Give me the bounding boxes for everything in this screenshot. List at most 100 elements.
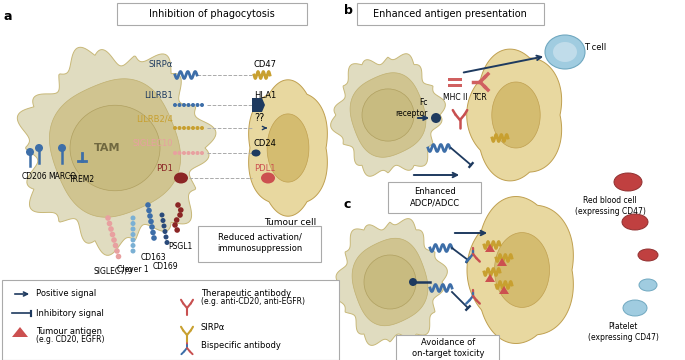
Text: CD24: CD24 (254, 139, 277, 148)
Ellipse shape (639, 279, 657, 291)
Circle shape (200, 103, 204, 107)
FancyBboxPatch shape (397, 334, 499, 360)
Circle shape (131, 216, 136, 220)
Text: TCR: TCR (473, 93, 487, 102)
Circle shape (162, 229, 168, 234)
Circle shape (151, 235, 157, 241)
Circle shape (113, 243, 119, 248)
Circle shape (191, 126, 195, 130)
Polygon shape (267, 114, 309, 182)
Polygon shape (492, 82, 540, 148)
Circle shape (35, 144, 43, 152)
Circle shape (200, 126, 204, 130)
Circle shape (178, 207, 184, 213)
Polygon shape (495, 233, 549, 307)
Text: Inhibition of phagocytosis: Inhibition of phagocytosis (149, 9, 275, 19)
Text: SIGLEC7/9: SIGLEC7/9 (93, 267, 133, 276)
Polygon shape (17, 47, 216, 255)
Text: PDL1: PDL1 (254, 164, 275, 173)
Text: Enhanced
ADCP/ADCC: Enhanced ADCP/ADCC (410, 186, 460, 207)
Text: a: a (4, 10, 12, 23)
Text: ??: ?? (254, 113, 264, 123)
Circle shape (173, 126, 177, 130)
Text: Fc
receptor: Fc receptor (396, 98, 428, 118)
Polygon shape (485, 244, 495, 252)
Circle shape (174, 217, 179, 223)
Text: LILRB2/4: LILRB2/4 (136, 114, 173, 123)
Ellipse shape (623, 300, 647, 316)
Text: Clever 1: Clever 1 (117, 265, 149, 274)
Circle shape (147, 213, 153, 219)
Circle shape (186, 126, 190, 130)
Text: (e.g. CD20, EGFR): (e.g. CD20, EGFR) (36, 336, 105, 345)
FancyBboxPatch shape (357, 3, 544, 25)
Polygon shape (49, 79, 181, 217)
Circle shape (131, 238, 136, 243)
Text: Tumour antigen: Tumour antigen (36, 327, 102, 336)
Circle shape (164, 234, 169, 239)
Text: HLA1: HLA1 (254, 91, 276, 100)
Circle shape (160, 218, 166, 223)
Text: PD1: PD1 (156, 164, 173, 173)
Circle shape (108, 226, 114, 232)
Circle shape (145, 202, 151, 208)
Circle shape (58, 144, 66, 152)
Text: T cell: T cell (584, 42, 606, 51)
Circle shape (191, 151, 195, 155)
Circle shape (186, 151, 190, 155)
Circle shape (131, 232, 136, 237)
FancyBboxPatch shape (388, 181, 482, 212)
Circle shape (175, 202, 181, 208)
Text: TAM: TAM (94, 143, 121, 153)
Text: SIRPα: SIRPα (149, 60, 173, 69)
Text: b: b (344, 4, 353, 17)
Polygon shape (12, 327, 28, 337)
Text: CD169: CD169 (152, 262, 178, 271)
Polygon shape (352, 238, 428, 326)
Circle shape (409, 278, 417, 286)
Circle shape (164, 240, 169, 245)
Text: (e.g. anti-CD20, anti-EGFR): (e.g. anti-CD20, anti-EGFR) (201, 297, 305, 306)
Text: CD47: CD47 (254, 60, 277, 69)
Text: Enhanced antigen presentation: Enhanced antigen presentation (373, 9, 527, 19)
Circle shape (186, 103, 190, 107)
Circle shape (110, 232, 115, 237)
Text: Inhibitory signal: Inhibitory signal (36, 309, 104, 318)
Ellipse shape (174, 172, 188, 184)
Circle shape (182, 126, 186, 130)
Polygon shape (466, 49, 562, 181)
Circle shape (26, 148, 34, 156)
Ellipse shape (70, 105, 160, 191)
Polygon shape (331, 54, 445, 176)
Circle shape (177, 103, 182, 107)
Text: Bispecific antibody: Bispecific antibody (201, 342, 281, 351)
Text: CD163: CD163 (140, 253, 166, 262)
Polygon shape (350, 73, 426, 157)
Circle shape (150, 230, 155, 235)
Ellipse shape (553, 42, 577, 62)
Text: SIGLEC10: SIGLEC10 (132, 139, 173, 148)
Text: c: c (344, 198, 351, 211)
Ellipse shape (545, 35, 585, 69)
Circle shape (162, 224, 166, 229)
Text: MARCO: MARCO (48, 172, 76, 181)
Circle shape (107, 221, 112, 226)
Text: TREM2: TREM2 (69, 175, 95, 184)
Polygon shape (485, 274, 495, 282)
Polygon shape (497, 258, 507, 266)
Circle shape (195, 151, 199, 155)
Circle shape (182, 103, 186, 107)
Polygon shape (249, 80, 327, 216)
Text: MHC II: MHC II (443, 93, 467, 102)
Polygon shape (467, 197, 573, 343)
Ellipse shape (614, 173, 642, 191)
Circle shape (182, 151, 186, 155)
FancyBboxPatch shape (199, 225, 321, 261)
Bar (448, 84, 462, 86)
Ellipse shape (622, 214, 648, 230)
Circle shape (131, 243, 136, 248)
Text: Platelet
(expressing CD47): Platelet (expressing CD47) (588, 322, 658, 342)
Bar (448, 77, 462, 81)
Polygon shape (499, 286, 509, 294)
Circle shape (177, 212, 183, 218)
